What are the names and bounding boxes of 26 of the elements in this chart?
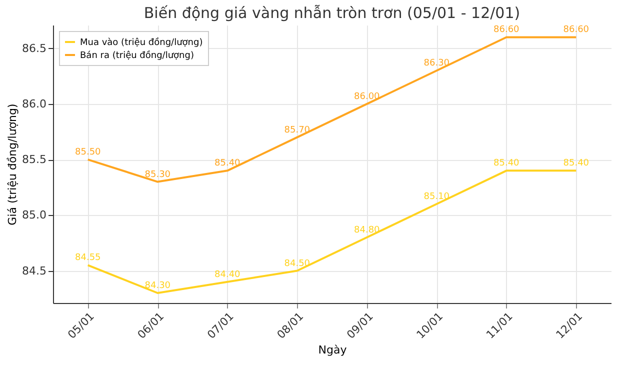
data-label: 84.40 bbox=[214, 270, 241, 280]
data-label: 84.80 bbox=[354, 225, 380, 236]
data-label: 86.60 bbox=[563, 25, 590, 36]
data-label: 85.10 bbox=[424, 192, 450, 202]
data-label: 86.60 bbox=[493, 25, 520, 36]
legend-label: Mua vào (triệu đồng/lượng) bbox=[80, 37, 203, 48]
y-tick-label: 84.5 bbox=[22, 264, 46, 278]
data-label: 85.40 bbox=[563, 158, 590, 169]
y-tick-label: 85.5 bbox=[22, 153, 46, 166]
data-label: 86.30 bbox=[424, 58, 450, 69]
x-axis-title: Ngày bbox=[318, 344, 348, 357]
data-label: 85.30 bbox=[144, 170, 171, 180]
data-label: 85.40 bbox=[493, 158, 520, 169]
data-label: 84.50 bbox=[284, 258, 310, 269]
chart-title: Biến động giá vàng nhẫn tròn trơn (05/01 - 12/01) bbox=[144, 4, 520, 22]
y-tick-label: 86.5 bbox=[22, 42, 46, 55]
data-label: 85.70 bbox=[284, 125, 310, 136]
data-label: 86.00 bbox=[354, 92, 380, 102]
data-label: 84.55 bbox=[74, 253, 101, 264]
data-label: 85.50 bbox=[74, 148, 102, 158]
data-label: 85.40 bbox=[214, 158, 241, 169]
y-tick-label: 86.0 bbox=[22, 97, 46, 110]
y-axis-title: Giá (triệu đồng/lượng) bbox=[6, 104, 20, 226]
legend-label: Bán ra (triệu đồng/lượng) bbox=[80, 50, 194, 61]
data-label: 84.30 bbox=[144, 280, 171, 291]
y-tick-label: 85.0 bbox=[22, 208, 46, 222]
